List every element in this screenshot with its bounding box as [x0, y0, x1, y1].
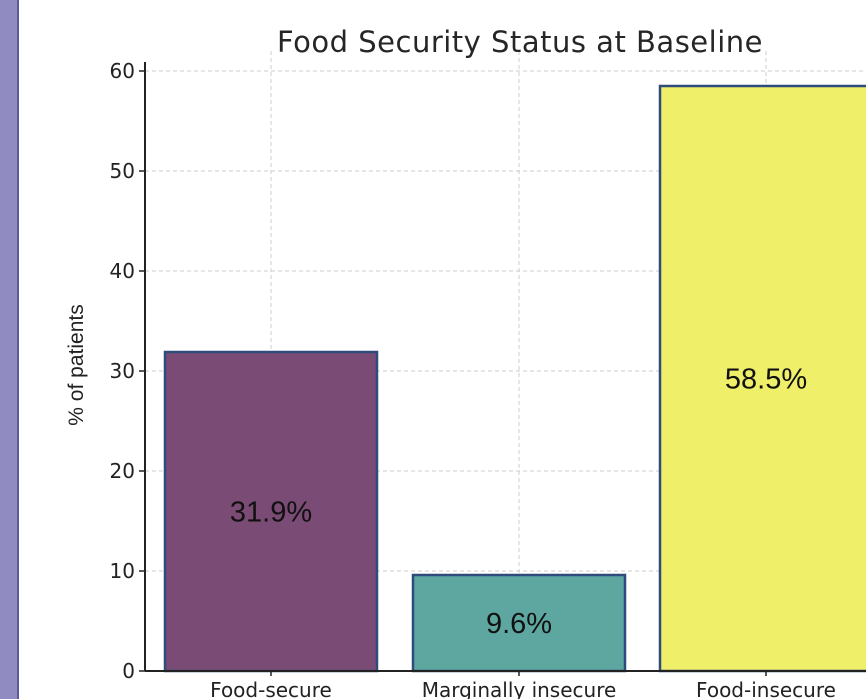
y-tick-label: 0: [122, 659, 135, 683]
bar-value-label: 9.6%: [486, 608, 552, 640]
y-axis-label: % of patients: [65, 304, 88, 425]
y-tick-label: 30: [110, 359, 135, 383]
y-tick-labels: 0 10 20 30 40 50 60: [110, 59, 135, 683]
chart-title: Food Security Status at Baseline: [277, 25, 763, 59]
y-tick-label: 60: [110, 59, 135, 83]
x-tick-label: Food-insecure: [696, 678, 836, 699]
data-labels: 31.9% 9.6% 58.5%: [230, 364, 807, 641]
y-tick-label: 20: [110, 459, 135, 483]
x-tick-label: Food-secure: [210, 678, 332, 699]
y-tick-label: 10: [110, 559, 135, 583]
bar: [411, 573, 627, 673]
y-tick-label: 40: [110, 259, 135, 283]
bar: [658, 84, 866, 673]
left-side-band-edge: [17, 0, 19, 699]
x-tick-label: Marginally insecure: [422, 678, 617, 699]
y-tick-label: 50: [110, 159, 135, 183]
x-tick-labels: Food-secure Marginally insecure Food-insec…: [210, 678, 836, 699]
axes: [139, 62, 866, 676]
bar-value-label: 58.5%: [725, 364, 807, 396]
left-side-band: [0, 0, 17, 699]
bars: [163, 84, 866, 673]
bar-value-label: 31.9%: [230, 497, 312, 529]
